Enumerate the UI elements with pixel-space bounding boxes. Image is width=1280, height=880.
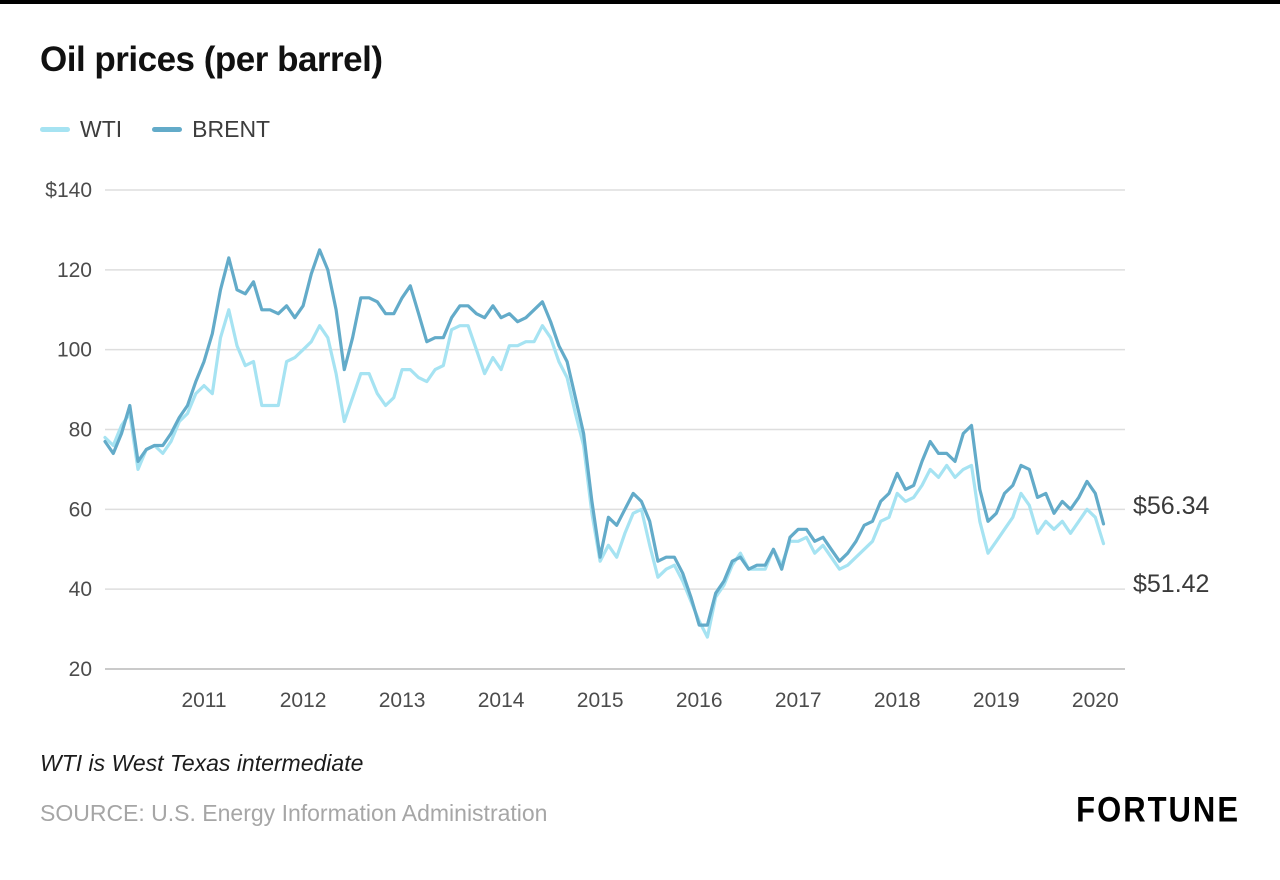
legend-label-brent: BRENT [192, 116, 271, 142]
y-tick-label: 60 [69, 498, 92, 521]
x-tick-label: 2015 [577, 689, 624, 712]
x-tick-label: 2019 [973, 689, 1020, 712]
x-tick-label: 2013 [379, 689, 426, 712]
y-tick-label: 100 [57, 339, 92, 362]
y-tick-label: 20 [69, 658, 92, 681]
x-tick-label: 2020 [1072, 689, 1119, 712]
x-tick-label: 2016 [676, 689, 723, 712]
wti-line-swatch-icon [40, 127, 70, 132]
legend-item-brent: BRENT [152, 116, 270, 143]
legend: WTI BRENT [40, 116, 270, 143]
x-tick-label: 2017 [775, 689, 822, 712]
x-tick-label: 2014 [478, 689, 525, 712]
y-tick-label: 40 [69, 578, 92, 601]
value-label-brent: $56.34 [1133, 491, 1210, 520]
value-label-wti: $51.42 [1133, 569, 1210, 598]
y-tick-label: 120 [57, 259, 92, 282]
y-tick-label: $140 [45, 179, 92, 202]
fortune-logo: FORTUNE [1076, 789, 1240, 830]
legend-item-wti: WTI [40, 116, 122, 143]
source-text: SOURCE: U.S. Energy Information Administ… [40, 800, 548, 826]
legend-label-wti: WTI [80, 116, 123, 142]
brent-line-swatch-icon [152, 127, 183, 132]
oil-price-chart: 20 40 60 80 100 120 $140 2011 2012 2013 2014 2015 20… [45, 179, 1125, 712]
y-tick-label: 80 [69, 419, 92, 442]
footnote: WTI is West Texas intermediate [40, 750, 364, 776]
brent-line [103, 248, 1106, 627]
x-tick-label: 2012 [280, 689, 327, 712]
chart-title: Oil prices (per barrel) [40, 40, 383, 79]
x-tick-label: 2018 [874, 689, 921, 712]
x-tick-label: 2011 [181, 689, 226, 712]
wti-line [103, 308, 1106, 639]
